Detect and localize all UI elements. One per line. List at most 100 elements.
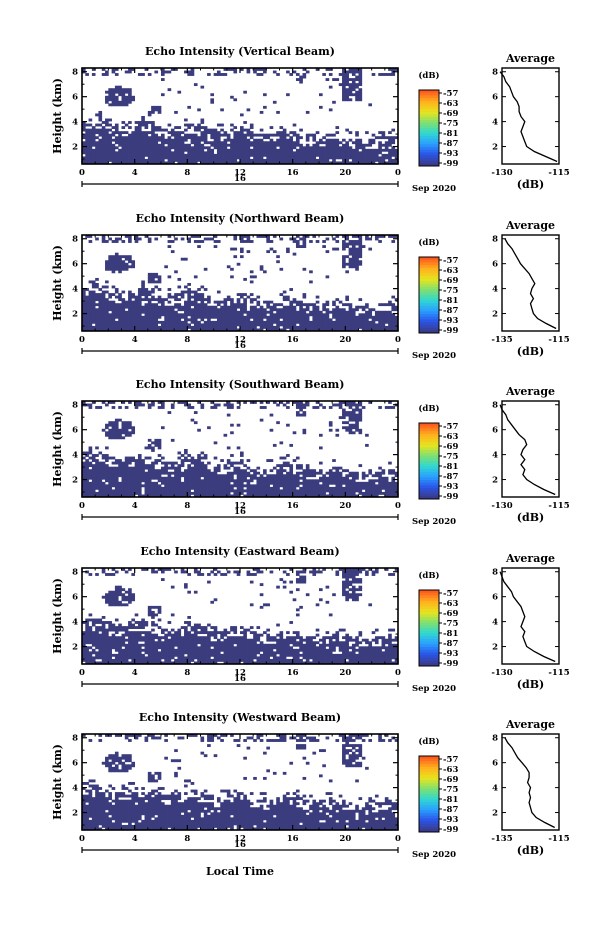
heatmap-cell (91, 633, 96, 637)
heatmap-cell (180, 290, 185, 294)
heatmap-cell (315, 486, 320, 490)
heatmap-cell (131, 471, 136, 475)
heatmap-cell (124, 262, 129, 266)
heatmap-cell (85, 151, 89, 155)
heatmap-cell (105, 280, 109, 284)
heatmap-cell (279, 136, 284, 140)
heatmap-cell (207, 484, 211, 488)
heatmap-cell (289, 313, 294, 317)
heatmap-cell (391, 476, 396, 480)
heatmap-cell (108, 590, 112, 594)
heatmap-cell (101, 471, 106, 475)
heatmap-cell (184, 471, 188, 475)
heatmap-cell (216, 290, 221, 294)
heatmap-cell (118, 638, 122, 642)
heatmap-cell (358, 305, 363, 309)
heatmap-cell (154, 156, 159, 160)
heatmap-cell (348, 242, 353, 246)
heatmap-cell (121, 131, 126, 135)
heatmap-cell (348, 491, 353, 495)
heatmap-cell (197, 328, 201, 332)
profile-y-label: 8 (492, 401, 498, 411)
heatmap-cell (174, 320, 178, 324)
heatmap-cell (82, 476, 86, 480)
heatmap-cell (101, 623, 106, 627)
heatmap-cell (85, 454, 89, 457)
heatmap-cell (197, 471, 201, 475)
heatmap-cell (240, 143, 244, 147)
heatmap-cell (121, 262, 126, 266)
heatmap-cell (210, 305, 215, 309)
heatmap-cell (105, 494, 109, 498)
heatmap-cell (355, 85, 359, 89)
heatmap-cell (108, 421, 112, 425)
heatmap-cell (328, 148, 333, 152)
heatmap-cell (101, 133, 106, 137)
heatmap-cell (98, 320, 103, 324)
heatmap-cell (190, 456, 195, 460)
heatmap-cell (378, 320, 382, 324)
heatmap-cell (184, 325, 188, 329)
heatmap-cell (322, 158, 326, 162)
heatmap-cell (345, 161, 349, 165)
heatmap-cell (299, 471, 303, 475)
heatmap-cell (223, 464, 228, 468)
heatmap-cell (295, 156, 300, 160)
heatmap-cell (180, 295, 185, 299)
heatmap-cell (114, 646, 119, 650)
heatmap-cell (394, 318, 399, 322)
heatmap-cell (292, 298, 297, 302)
heatmap-cell (157, 474, 162, 478)
heatmap-cell (164, 320, 168, 324)
heatmap-cell (174, 484, 178, 488)
heatmap-cell (203, 494, 208, 498)
colorbar-label: -57 (443, 89, 458, 99)
heatmap-cell (256, 315, 261, 319)
heatmap-cell (121, 486, 126, 490)
heatmap-cell (121, 481, 126, 485)
heatmap-cell (309, 270, 313, 274)
heatmap-cell (193, 303, 198, 307)
heatmap-cell (170, 320, 175, 324)
colorbar-segment (419, 276, 439, 280)
heatmap-cell (131, 633, 136, 637)
heatmap-cell (151, 143, 155, 147)
heatmap-cell (351, 260, 356, 264)
heatmap-cell (365, 491, 369, 495)
colorbar-segment (419, 147, 439, 151)
heatmap-cell (184, 328, 188, 332)
heatmap-cell (85, 491, 89, 495)
heatmap-cell (177, 484, 182, 488)
heatmap-cell (108, 325, 112, 329)
heatmap-cell (338, 491, 343, 495)
heatmap-cell (144, 151, 149, 155)
heatmap-cell (226, 313, 231, 317)
heatmap-cell (147, 110, 152, 114)
heatmap-cell (338, 323, 343, 327)
heatmap-cell (128, 590, 132, 594)
heatmap-cell (240, 235, 244, 238)
heatmap-cell (121, 255, 126, 259)
heatmap-cell (345, 486, 349, 490)
heatmap-cell (170, 310, 175, 314)
heatmap-cell (358, 235, 363, 238)
heatmap-cell (272, 489, 277, 493)
heatmap-cell (114, 325, 119, 329)
heatmap-cell (207, 131, 211, 135)
heatmap-cell (236, 471, 241, 475)
heatmap-cell (118, 623, 122, 627)
heatmap-cell (355, 260, 359, 264)
heatmap-cell (226, 68, 231, 71)
heatmap-cell (348, 148, 353, 152)
heatmap-cell (154, 133, 159, 137)
heatmap-cell (121, 636, 126, 640)
heatmap-cell (358, 428, 363, 432)
heatmap-cell (365, 235, 369, 238)
heatmap-cell (365, 325, 369, 329)
heatmap-cell (114, 638, 119, 642)
heatmap-cell (328, 486, 333, 490)
heatmap-cell (286, 471, 290, 475)
heatmap-cell (361, 156, 366, 160)
heatmap-cell (302, 148, 307, 152)
heatmap-cell (187, 300, 191, 304)
